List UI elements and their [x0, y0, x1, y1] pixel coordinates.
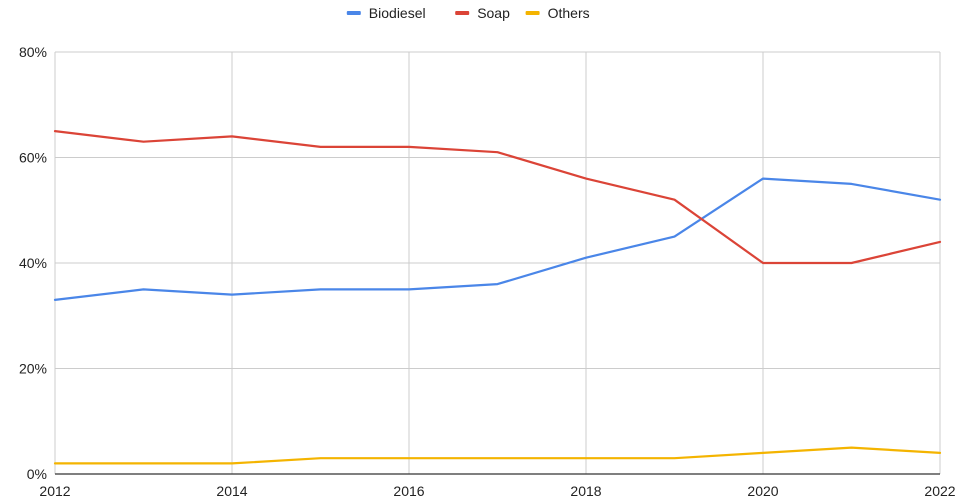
legend-swatch — [525, 11, 540, 15]
series-line-others — [53, 446, 942, 465]
y-tick-label: 40% — [19, 255, 47, 271]
tick-labels: 0% 20% 40% 60% 80% 2012 2014 2016 2018 2020 2022 — [19, 44, 956, 499]
x-tick-label: 2014 — [216, 483, 247, 499]
series-lines — [53, 130, 942, 465]
legend: Biodiesel Soap Others — [346, 5, 590, 21]
legend-label: Soap — [477, 5, 510, 21]
legend-label: Biodiesel — [369, 5, 426, 21]
legend-item-others[interactable]: Others — [525, 5, 590, 21]
y-tick-label: 60% — [19, 150, 47, 166]
series-line-biodiesel — [53, 177, 942, 301]
legend-item-biodiesel[interactable]: Biodiesel — [346, 5, 426, 21]
x-tick-label: 2022 — [924, 483, 955, 499]
legend-item-soap[interactable]: Soap — [455, 5, 510, 21]
legend-label: Others — [548, 5, 590, 21]
y-tick-label: 20% — [19, 361, 47, 377]
x-tick-label: 2018 — [570, 483, 601, 499]
y-tick-label: 80% — [19, 44, 47, 60]
x-tick-label: 2016 — [393, 483, 424, 499]
gridlines — [54, 51, 941, 474]
series-line-soap — [53, 130, 942, 265]
legend-swatch — [346, 11, 361, 15]
x-tick-label: 2012 — [39, 483, 70, 499]
legend-swatch — [455, 11, 470, 15]
x-tick-label: 2020 — [747, 483, 778, 499]
y-tick-label: 0% — [27, 466, 47, 482]
